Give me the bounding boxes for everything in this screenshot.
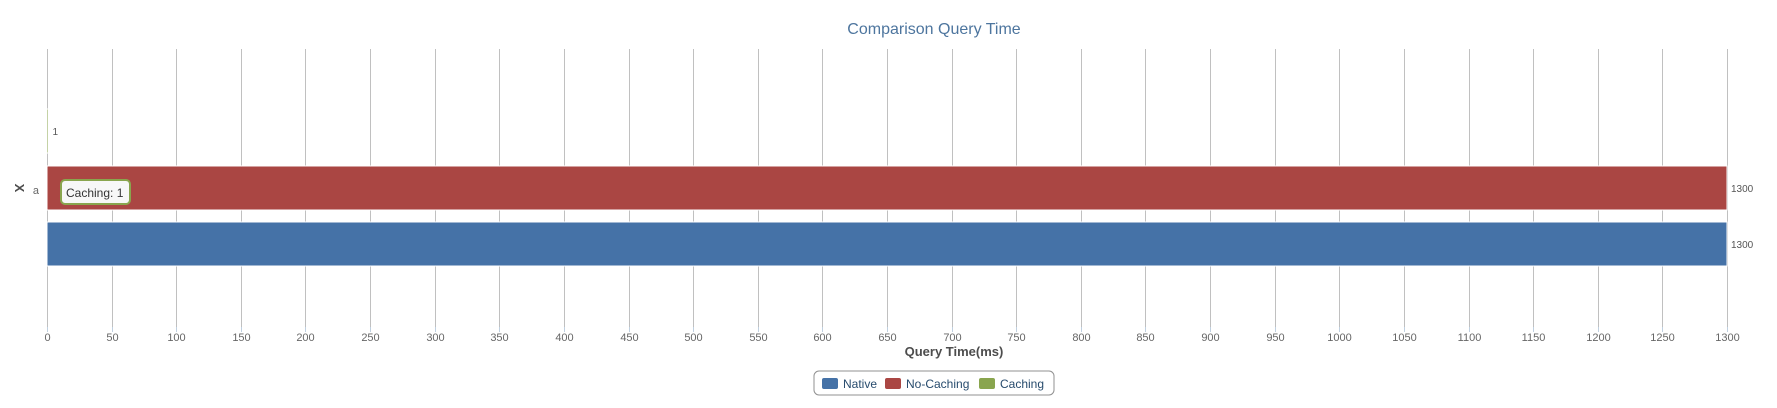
legend-box <box>813 370 1055 396</box>
legend-item-no-caching[interactable]: No-Caching <box>906 377 969 391</box>
x-tick-label-50: 50 <box>106 332 118 344</box>
x-tick-label-450: 450 <box>620 332 638 344</box>
x-tick-label-1150: 1150 <box>1522 332 1546 344</box>
tooltip-text: Caching: 1 <box>66 186 124 200</box>
x-tick-label-850: 850 <box>1136 332 1154 344</box>
x-tick-label-1100: 1100 <box>1458 332 1482 344</box>
x-axis-title: Query Time(ms) <box>905 344 1004 359</box>
x-tick-label-0: 0 <box>44 332 50 344</box>
x-tick-label-300: 300 <box>426 332 444 344</box>
x-tick-label-900: 900 <box>1201 332 1219 344</box>
bars <box>46 108 1728 267</box>
legend-swatch-caching <box>979 378 995 389</box>
legend-item-native[interactable]: Native <box>843 377 877 391</box>
tooltip: Caching: 1 <box>60 179 131 205</box>
x-tick-label-250: 250 <box>361 332 379 344</box>
x-tick-label-100: 100 <box>167 332 185 344</box>
legend: Native No-Caching Caching <box>813 370 1055 396</box>
legend-swatch-no-caching <box>885 378 901 389</box>
x-tick-label-1200: 1200 <box>1586 332 1610 344</box>
x-tick-label-150: 150 <box>232 332 250 344</box>
y-axis-title: X <box>12 184 27 193</box>
bar-no-caching[interactable] <box>46 165 1728 211</box>
x-axis: 0 50 100 150 200 250 300 350 400 450 500 550 600 650 7… <box>44 327 1740 344</box>
bar-caching[interactable] <box>46 108 49 154</box>
data-label-no-caching: 1300 <box>1731 184 1754 195</box>
x-tick-label-650: 650 <box>878 332 896 344</box>
x-tick-label-800: 800 <box>1072 332 1090 344</box>
tooltip-box <box>60 179 131 205</box>
x-tick-label-700: 700 <box>943 332 961 344</box>
data-labels: 1300 1300 1 <box>53 127 1754 251</box>
x-tick-label-600: 600 <box>813 332 831 344</box>
x-tick-label-400: 400 <box>555 332 573 344</box>
data-label-caching: 1 <box>53 127 59 138</box>
legend-item-caching[interactable]: Caching <box>1000 377 1044 391</box>
x-tick-label-350: 350 <box>490 332 508 344</box>
x-tick-label-500: 500 <box>684 332 702 344</box>
x-tick-label-750: 750 <box>1007 332 1025 344</box>
data-label-native: 1300 <box>1731 240 1754 251</box>
category-label-a: a <box>33 185 40 197</box>
x-tick-label-1050: 1050 <box>1392 332 1416 344</box>
bar-native[interactable] <box>46 221 1728 267</box>
legend-swatch-native <box>822 378 838 389</box>
x-tick-label-1250: 1250 <box>1650 332 1674 344</box>
x-tick-label-1000: 1000 <box>1327 332 1351 344</box>
x-tick-label-950: 950 <box>1266 332 1284 344</box>
x-tick-label-550: 550 <box>749 332 767 344</box>
chart-title: Comparison Query Time <box>847 21 1020 38</box>
x-tick-label-1300: 1300 <box>1715 332 1739 344</box>
x-tick-label-200: 200 <box>296 332 314 344</box>
